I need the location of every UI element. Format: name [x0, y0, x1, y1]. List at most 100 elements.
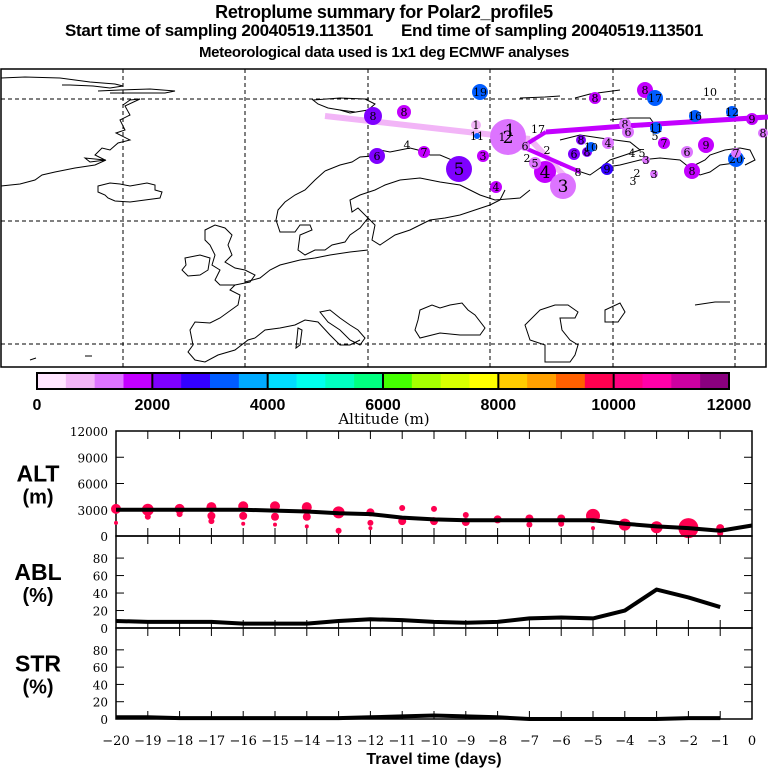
series-line-str [116, 713, 721, 721]
cluster-marker-label: 12 [725, 106, 739, 119]
cluster-marker: 6 [681, 146, 693, 159]
cluster-marker: 2 [490, 119, 526, 155]
x-tick-label: −7 [520, 734, 539, 749]
y-tick-label: 60 [93, 661, 108, 675]
colorbar-tick-label: 10000 [591, 397, 636, 414]
cluster-marker: 9 [601, 163, 613, 176]
panel-frame [115, 627, 753, 720]
colorbar-tick-label: 12000 [707, 397, 752, 414]
cluster-marker-dot [446, 156, 472, 182]
colorbar-segment [469, 373, 499, 389]
cluster-marker: 5 [652, 130, 659, 143]
altitude-cluster-point [208, 518, 215, 525]
colorbar-segment [325, 373, 355, 389]
cluster-marker-label: 17 [648, 92, 662, 105]
cluster-marker: 17 [647, 90, 663, 106]
x-tick-label: −19 [134, 734, 161, 749]
cluster-marker: 6 [520, 140, 530, 153]
cluster-marker: 5 [639, 147, 646, 160]
cluster-marker: 11 [649, 122, 663, 135]
cluster-marker-label: 1 [499, 131, 506, 144]
colorbar-segment [642, 373, 672, 389]
cluster-marker-label: 16 [688, 110, 702, 123]
altitude-cluster-point [462, 512, 469, 518]
x-tick-label: −6 [552, 734, 571, 749]
cluster-marker-dot [731, 148, 741, 158]
cluster-marker-label: 11 [649, 122, 663, 135]
end-time-label: End time of sampling 20040519.113501 [401, 21, 703, 40]
cluster-marker: 17 [531, 123, 545, 136]
cluster-marker-dot [490, 119, 526, 155]
cluster-marker-label: 4 [540, 163, 551, 183]
cluster-marker-label: 2 [524, 152, 531, 165]
cluster-marker-label: 6 [684, 146, 691, 159]
colorbar-segment [123, 373, 153, 389]
cluster-marker: 6 [568, 148, 580, 161]
cluster-marker: 3 [477, 150, 489, 163]
cluster-marker-label: 3 [643, 154, 650, 167]
cluster-marker: 19 [472, 84, 488, 100]
cluster-marker: 4 [490, 181, 502, 194]
altitude-colorbar: 0 2000 4000 6000 8000 10000 12000 Altitude (m) [33, 372, 752, 428]
cluster-marker-label: 8 [584, 146, 591, 159]
cluster-marker-dot [418, 146, 430, 158]
chart-title: Retroplume summary for Polar2_profile5 [215, 2, 553, 22]
cluster-marker-dot [471, 120, 481, 130]
x-tick-label: −15 [261, 734, 288, 749]
cluster-marker-label: 8 [370, 110, 377, 123]
cluster-marker: 3 [642, 154, 650, 167]
cluster-marker: 3 [650, 168, 658, 181]
colorbar-segment [152, 373, 182, 389]
cluster-marker: 9 [698, 137, 714, 153]
cluster-marker-label: 5 [532, 157, 539, 170]
colorbar-label: Altitude (m) [337, 410, 429, 428]
cluster-marker: 2 [524, 152, 531, 165]
cluster-marker-dot [689, 110, 701, 122]
x-tick-label: −3 [647, 734, 666, 749]
x-tick-label: −4 [615, 734, 634, 749]
x-tick-label: −17 [198, 734, 225, 749]
trajectory-cluster-2b [545, 123, 626, 135]
cluster-marker: 9 [746, 113, 758, 126]
colorbar-segment [556, 373, 586, 389]
cluster-marker: 3 [550, 173, 576, 199]
cluster-marker: 8 [575, 166, 582, 179]
altitude-cluster-point [239, 511, 248, 520]
cluster-marker: 5 [446, 156, 472, 182]
cluster-marker-label: 4 [493, 181, 500, 194]
altitude-cluster-point [144, 513, 151, 520]
cluster-marker: 8 [364, 107, 382, 125]
cluster-marker-dot [576, 135, 586, 145]
cluster-marker: 2 [634, 167, 641, 180]
cluster-marker-dot [568, 148, 580, 160]
cluster-marker: 8 [589, 92, 601, 105]
altitude-cluster-point [367, 519, 374, 526]
y-tick-label: 0 [100, 713, 108, 727]
altitude-cluster-point [335, 527, 342, 534]
colorbar-segment [671, 373, 701, 389]
x-tick-label: −8 [488, 734, 507, 749]
colorbar-segment [94, 373, 124, 389]
cluster-marker-label: 9 [604, 163, 611, 176]
cluster-marker-label: 8 [760, 127, 767, 140]
cluster-marker: 10 [584, 141, 598, 154]
colorbar-segment [440, 373, 470, 389]
x-tick-label: −2 [679, 734, 698, 749]
panel-unit-label: (%) [22, 585, 53, 607]
cluster-marker-dot [647, 90, 663, 106]
altitude-cluster-point [273, 522, 277, 527]
panel-unit-label: (m) [22, 487, 53, 509]
cluster-marker-label: 6 [571, 148, 578, 161]
cluster-marker-dot [650, 122, 662, 134]
cluster-marker-label: 8 [401, 106, 408, 119]
altitude-cluster-point [399, 505, 406, 511]
cluster-marker-label: 4 [404, 139, 411, 152]
panel-str: 0 20 40 60 80 STR(%) [15, 627, 753, 727]
panel-unit-label: (%) [22, 677, 53, 699]
cluster-marker: 1 [505, 121, 516, 141]
cluster-marker-label: 8 [578, 134, 585, 147]
colorbar-segment [210, 373, 240, 389]
cluster-marker: 1 [471, 119, 481, 132]
cluster-marker-label: 19 [473, 86, 487, 99]
